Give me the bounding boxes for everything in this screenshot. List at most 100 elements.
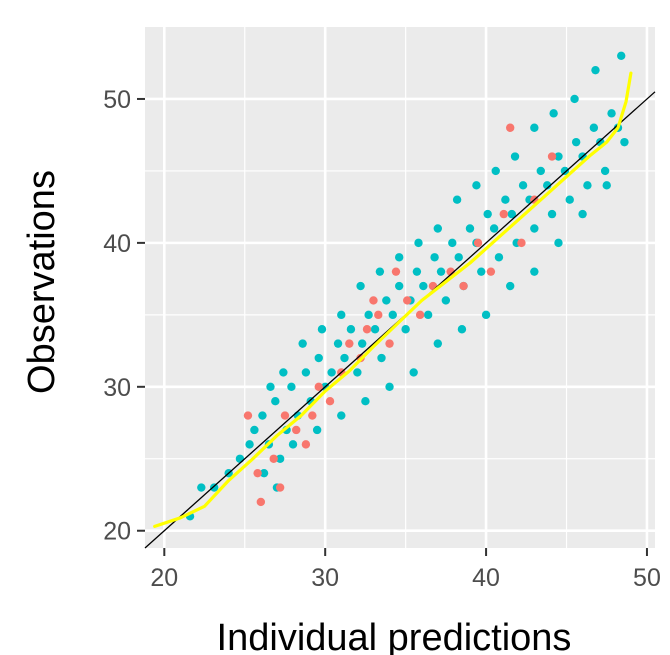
axes: 20 30 40 50 20 30 40 50 [103,86,661,592]
teal-data-point [209,483,219,492]
red-data-point [499,209,508,219]
teal-data-point [549,109,558,118]
teal-data-point [510,152,520,161]
red-data-point [415,310,425,320]
teal-data-point [312,425,322,435]
teal-data-point [301,368,311,377]
teal-data-point [375,267,385,276]
teal-data-point [327,368,336,377]
teal-data-point [333,339,343,348]
teal-data-point [472,181,481,190]
teal-data-point [617,51,626,60]
teal-data-point [501,195,510,204]
teal-data-point [547,209,557,219]
x-tick-label: 20 [150,564,178,592]
teal-data-point [543,181,552,190]
teal-data-point [414,238,423,248]
red-data-point [345,339,354,348]
series-red-points [243,123,557,507]
y-tick-label: 40 [103,230,131,258]
teal-data-point [388,310,397,320]
teal-data-point [530,123,539,132]
teal-data-point [518,181,528,190]
teal-data-point [235,454,245,463]
teal-data-point [530,224,539,233]
y-axis-title: Observations [21,170,63,394]
teal-data-point [346,325,356,334]
red-data-point [547,152,557,161]
red-data-point [292,425,301,435]
x-tick-label: 40 [472,564,500,592]
teal-data-point [385,382,394,392]
teal-data-point [457,325,467,334]
teal-data-point [258,411,267,420]
y-tick-label: 50 [103,86,131,114]
teal-data-point [245,440,254,449]
red-data-point [517,238,526,248]
teal-data-point [583,181,592,190]
red-data-point [369,296,378,305]
teal-data-point [452,195,462,204]
x-tick-label: 30 [311,564,339,592]
teal-data-point [530,267,539,276]
teal-data-point [394,253,404,262]
teal-data-point [401,325,410,334]
teal-data-point [570,94,579,104]
red-data-point [275,483,285,492]
grid-lines [145,27,655,548]
teal-data-point [382,296,391,305]
red-data-point [243,411,253,420]
red-data-point [385,339,394,348]
red-data-point [374,310,383,320]
reference-lines [144,71,656,549]
teal-data-point [554,238,563,248]
red-data-point [301,440,311,449]
red-data-point [314,382,323,392]
teal-data-point [377,353,386,363]
teal-data-point [454,253,463,262]
teal-data-point [578,209,587,219]
teal-data-point [197,483,206,492]
red-data-point [403,296,412,305]
teal-data-point [477,267,486,276]
teal-data-point [394,281,404,291]
teal-data-point [357,339,367,348]
teal-data-point [483,209,492,219]
teal-data-point [353,368,362,377]
teal-data-point [412,267,422,276]
teal-data-point [419,281,428,291]
red-data-point [391,267,401,276]
teal-data-point [409,368,418,377]
red-data-point [362,325,372,334]
red-data-point [506,123,515,132]
teal-data-point [364,310,373,320]
teal-data-point [298,339,307,348]
teal-data-point [423,310,433,320]
teal-data-point [536,166,545,176]
teal-data-point [481,310,491,320]
red-data-point [486,267,496,276]
teal-data-point [554,152,563,161]
red-data-point [308,411,317,420]
x-tick-label: 50 [633,564,661,592]
teal-data-point [591,65,600,75]
teal-data-point [507,209,517,219]
red-data-point [446,267,455,276]
red-data-point [253,468,262,478]
teal-data-point [489,224,499,233]
teal-data-point [491,166,500,176]
teal-data-point [589,123,599,132]
teal-data-point [337,310,346,320]
teal-data-point [465,224,475,233]
red-data-point [473,238,483,248]
teal-data-point [494,253,504,262]
red-data-point [256,497,266,507]
teal-data-point [266,382,275,392]
teal-data-point [433,339,443,348]
teal-data-point [506,281,515,291]
teal-data-point [620,137,629,147]
teal-data-point [370,325,380,334]
teal-data-point [279,368,288,377]
teal-data-point [448,238,457,248]
